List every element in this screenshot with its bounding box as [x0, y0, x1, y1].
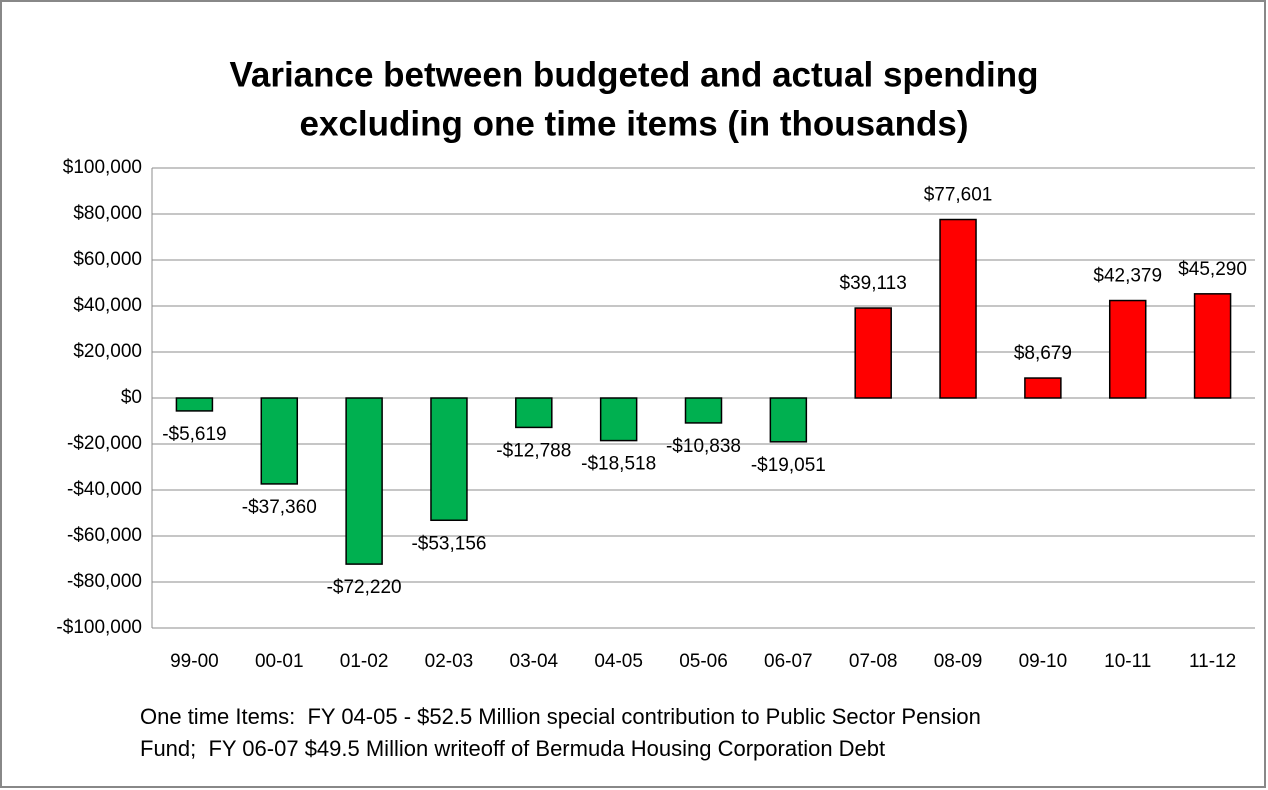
x-tick-label: 11-12 — [1189, 651, 1236, 672]
note: Fund; FY 06-07 $49.5 Million writeoff of… — [140, 736, 885, 761]
data-label: $45,290 — [1178, 259, 1247, 280]
bar — [854, 307, 892, 399]
x-tick-label: 04-05 — [594, 651, 643, 672]
data-label: -$19,051 — [751, 455, 826, 476]
y-tick-label: -$100,000 — [56, 617, 142, 638]
note: One time Items: FY 04-05 - $52.5 Million… — [140, 704, 981, 729]
x-tick-label: 09-10 — [1019, 651, 1068, 672]
y-tick-label: -$80,000 — [67, 571, 142, 592]
bar — [769, 397, 808, 443]
data-label: $77,601 — [924, 185, 993, 206]
y-tick-label: $60,000 — [73, 249, 142, 270]
y-tick-label: -$40,000 — [67, 479, 142, 500]
y-tick-label: $40,000 — [73, 295, 142, 316]
bar — [939, 218, 977, 399]
x-tick-label: 01-02 — [340, 651, 389, 672]
data-label: -$10,838 — [666, 436, 741, 457]
y-tick-label: -$60,000 — [67, 525, 142, 546]
data-label: $39,113 — [840, 273, 907, 294]
x-tick-label: 03-04 — [510, 651, 559, 672]
data-label: $8,679 — [1014, 343, 1072, 364]
bar — [515, 397, 553, 429]
y-tick-label: -$20,000 — [67, 433, 142, 454]
bar — [1193, 293, 1232, 399]
bar — [599, 397, 638, 442]
data-label: -$18,518 — [581, 454, 656, 475]
x-tick-label: 00-01 — [255, 651, 304, 672]
bar — [175, 397, 214, 412]
x-tick-label: 08-09 — [934, 651, 983, 672]
x-tick-label: 07-08 — [849, 651, 898, 672]
y-tick-label: $80,000 — [73, 203, 142, 224]
chart-title: Variance between budgeted and actual spe… — [229, 55, 1038, 94]
x-tick-label: 05-06 — [679, 651, 728, 672]
bar — [345, 397, 383, 565]
chart-title: excluding one time items (in thousands) — [300, 104, 969, 143]
x-tick-label: 02-03 — [425, 651, 474, 672]
x-tick-label: 10-11 — [1104, 651, 1151, 672]
x-tick-label: 99-00 — [170, 651, 219, 672]
data-label: -$53,156 — [411, 533, 486, 554]
bar — [1024, 377, 1062, 399]
y-tick-label: $100,000 — [63, 157, 142, 178]
bar — [1108, 299, 1147, 399]
bar — [430, 397, 468, 522]
x-tick-label: 06-07 — [764, 651, 813, 672]
data-label: $42,379 — [1093, 266, 1162, 287]
bar — [260, 397, 299, 485]
data-label: -$5,619 — [162, 424, 226, 445]
data-label: -$37,360 — [242, 497, 317, 518]
data-label: -$12,788 — [496, 440, 571, 461]
bar — [684, 397, 723, 424]
y-tick-label: $0 — [121, 387, 142, 408]
data-label: -$72,220 — [327, 577, 402, 598]
y-tick-label: $20,000 — [73, 341, 142, 362]
